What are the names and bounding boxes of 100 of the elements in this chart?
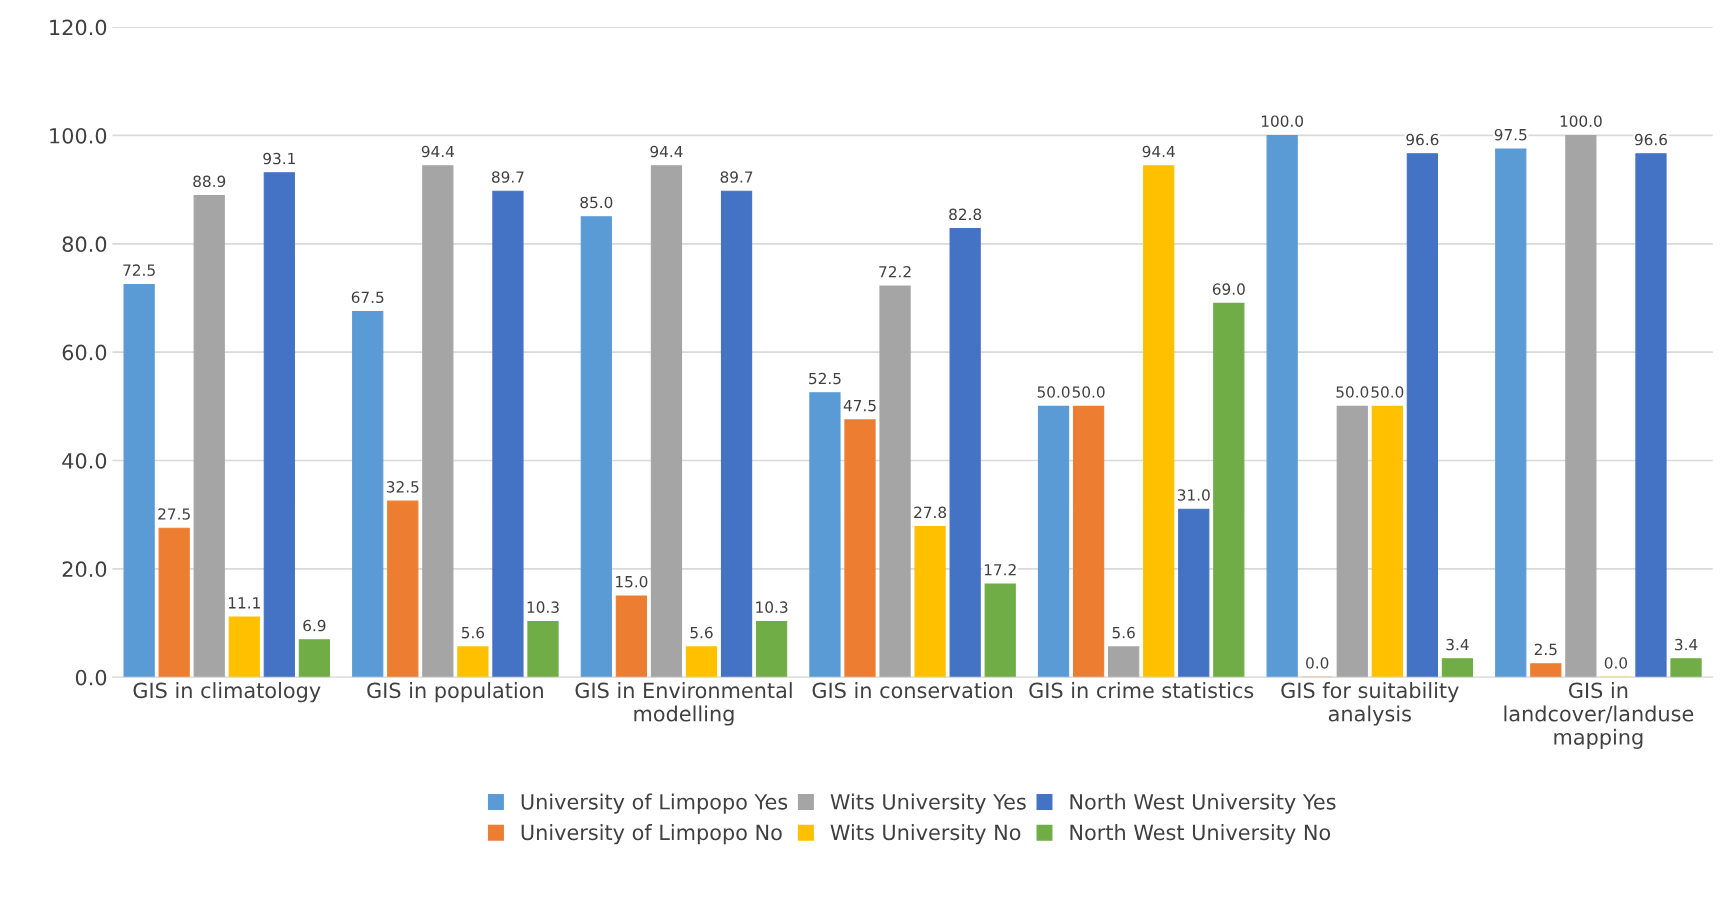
bar [1108,646,1140,678]
bar [123,283,155,678]
bar [1406,153,1438,678]
y-tick-label: 0.0 [75,669,107,686]
data-label: 10.3 [756,601,788,613]
bar [1495,148,1527,678]
x-tick-label: GIS in conservation [812,682,1012,699]
data-label: 72.2 [879,266,911,278]
bar [914,526,946,678]
bar [1530,663,1562,678]
data-label: 3.4 [1675,638,1698,651]
bar [844,419,876,678]
data-label: 67.5 [351,291,384,304]
bar [1143,165,1175,678]
bar [755,620,788,678]
data-label: 0.0 [1604,657,1628,669]
data-label: 82.8 [949,208,982,221]
legend-label: Wits University No [830,824,1021,845]
y-tick-label: 40.0 [62,452,107,469]
bar [615,595,648,678]
data-label: 85.0 [580,196,613,209]
data-label: 50.0 [1072,386,1105,398]
bar [1178,508,1210,678]
bar [1336,405,1368,678]
bar [298,639,331,678]
x-tick-label: GIS in crime statistics [1029,682,1254,699]
data-label: 47.5 [843,400,876,412]
bar [422,165,454,678]
data-label: 88.9 [193,175,226,188]
data-label: 17.2 [984,563,1016,576]
bar [720,190,753,678]
data-label: 3.4 [1446,638,1469,651]
data-label: 89.7 [491,171,524,183]
bar [1670,658,1702,678]
x-tick-label: GIS in climatology [133,682,321,703]
y-tick-label: 20.0 [62,561,107,578]
data-label: 96.6 [1634,133,1668,146]
data-label: 32.5 [386,481,419,493]
data-label: 31.0 [1177,489,1210,501]
data-label: 27.5 [158,508,190,520]
legend-label: North West University Yes [1070,793,1336,814]
bar [387,500,419,678]
data-label: 97.5 [1494,128,1527,141]
bar [1635,153,1667,678]
bar [492,190,524,678]
data-label: 69.0 [1212,283,1245,295]
bar [228,616,260,678]
data-label: 100.0 [1261,115,1304,127]
x-tick-label: GIS in landcover/landuse mapping [1504,682,1694,749]
data-label: 15.0 [616,575,648,588]
data-label: 100.0 [1560,115,1602,127]
data-label: 89.7 [720,171,753,183]
bar [1441,658,1474,678]
bar [949,228,981,678]
bar [1072,405,1105,678]
data-label: 6.9 [303,619,326,632]
bar [809,392,841,678]
x-tick-label: GIS in population [367,682,543,703]
bar [580,216,612,678]
x-tick-label: GIS for suitability analysis [1281,682,1459,726]
data-label: 96.6 [1406,133,1439,146]
y-tick-label: 120.0 [50,19,107,36]
data-label: 0.0 [1306,657,1329,669]
data-label: 94.4 [421,145,454,158]
data-label: 2.5 [1534,643,1557,656]
bar [984,583,1016,678]
legend-label: Wits University Yes [830,793,1026,814]
data-label: 5.6 [690,626,713,639]
bar [1266,134,1298,678]
bar [1213,302,1245,678]
data-label: 50.0 [1037,386,1070,398]
legend-label: University of Limpopo Yes [521,793,788,814]
data-label: 93.1 [263,152,295,165]
y-tick-label: 60.0 [62,344,107,361]
bar [650,165,683,678]
bar [352,310,384,678]
data-label: 11.1 [228,597,260,609]
data-label: 52.5 [809,372,841,385]
bar [1037,405,1070,678]
data-label: 72.5 [123,264,155,276]
bar [685,646,718,678]
legend-label: North West University No [1070,824,1331,845]
y-tick-label: 100.0 [50,127,107,144]
data-label: 94.4 [650,145,683,158]
bar [457,646,489,678]
y-tick-label: 80.0 [62,236,107,253]
data-label: 5.6 [1112,626,1135,639]
data-label: 50.0 [1336,386,1369,398]
bar [1371,405,1403,678]
bar [263,172,295,678]
x-tick-label: GIS in Environmental modelling [575,682,792,726]
data-label: 50.0 [1371,386,1404,398]
data-label: 10.3 [527,601,559,613]
bar [158,527,190,678]
bar [527,620,559,678]
bar [1565,134,1597,678]
legend-label: University of Limpopo No [521,824,782,845]
bar [879,285,911,678]
data-label: 94.4 [1142,145,1175,158]
data-label: 27.8 [914,506,947,519]
